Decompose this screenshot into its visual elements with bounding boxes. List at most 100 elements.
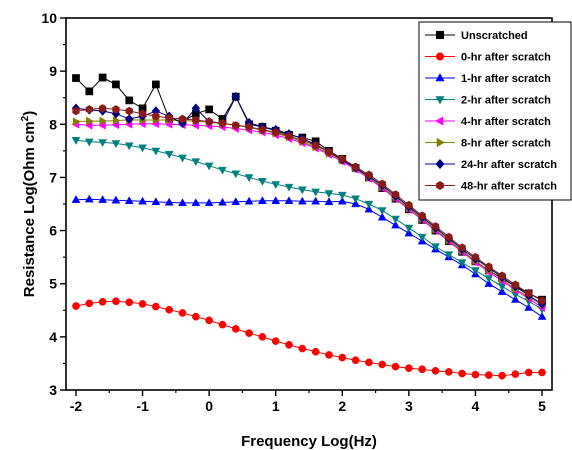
data-point [297, 186, 307, 195]
data-point [311, 196, 321, 205]
y-tick-label: 6 [49, 223, 57, 239]
y-tick-label: 5 [49, 276, 57, 292]
data-point [391, 220, 400, 229]
data-point [524, 302, 534, 311]
data-point [112, 297, 120, 306]
data-point [165, 113, 173, 123]
data-point [324, 197, 334, 206]
data-point [525, 289, 533, 298]
data-point [510, 294, 520, 303]
data-point [84, 138, 94, 147]
legend-entry: 0-hr after scratch [425, 52, 551, 64]
data-point [377, 207, 387, 216]
data-point [245, 122, 253, 132]
data-point [418, 365, 427, 374]
x-tick-label: -1 [136, 398, 149, 414]
data-point [98, 297, 107, 306]
x-tick-label: 4 [472, 398, 480, 414]
legend-box [418, 21, 572, 201]
data-point [377, 212, 387, 221]
data-point [417, 233, 427, 242]
data-point [72, 74, 80, 82]
legend-label: 0-hr after scratch [461, 52, 551, 64]
legend-items: Unscratched 0-hr after scratch 1-hr after … [425, 30, 557, 193]
data-point [244, 174, 254, 183]
legend: Unscratched 0-hr after scratch 1-hr after … [418, 21, 572, 201]
data-point [484, 275, 494, 284]
y-tick-label: 8 [49, 116, 57, 132]
data-point [471, 267, 480, 276]
data-point [244, 196, 254, 205]
data-point [231, 197, 241, 206]
data-point [231, 325, 240, 333]
data-point [351, 195, 361, 204]
data-point [298, 136, 307, 145]
data-point [391, 190, 400, 199]
data-point [311, 141, 320, 150]
data-point [191, 198, 201, 207]
data-point [125, 298, 134, 307]
data-point [124, 142, 134, 151]
tick-layer: -2 -1 0 1 2 3 4 5 3 4 5 6 7 8 9 10 [41, 10, 546, 414]
data-point [204, 162, 214, 171]
data-point [271, 337, 280, 345]
data-point [178, 154, 187, 163]
data-point [485, 262, 493, 271]
data-point [365, 358, 373, 367]
legend-marker [436, 137, 445, 148]
data-point [71, 137, 81, 145]
x-tick-label: -2 [70, 398, 83, 414]
data-point [84, 194, 94, 203]
data-point [151, 147, 161, 156]
y-tick-label: 10 [41, 10, 57, 26]
legend-entry: 1-hr after scratch [425, 73, 551, 85]
data-point [85, 105, 93, 114]
data-point [111, 195, 121, 204]
data-point [497, 286, 507, 295]
data-point [284, 183, 294, 192]
legend-label: 2-hr after scratch [461, 95, 551, 107]
data-point [257, 178, 267, 186]
x-tick-label: 1 [272, 398, 280, 414]
legend-marker [435, 158, 445, 170]
data-point [351, 162, 360, 172]
data-point [152, 302, 160, 311]
data-point [311, 188, 321, 197]
data-point [484, 371, 493, 379]
data-point [218, 166, 227, 175]
data-point [192, 115, 200, 125]
data-point [98, 139, 108, 148]
data-point [538, 368, 546, 377]
data-point [272, 128, 280, 137]
data-point [457, 259, 467, 268]
data-point [378, 179, 386, 189]
data-point [498, 371, 506, 380]
data-point [351, 356, 360, 365]
data-point [284, 196, 294, 204]
data-point [112, 105, 120, 114]
data-point [151, 197, 161, 206]
data-point [431, 222, 440, 231]
data-point [205, 117, 213, 126]
data-point [484, 279, 494, 287]
series-layer [71, 73, 547, 380]
data-point [538, 296, 546, 305]
data-point [258, 333, 267, 341]
legend-entry: 48-hr after scratch [425, 181, 557, 193]
data-point [191, 103, 201, 114]
data-point [537, 311, 547, 320]
data-point [152, 112, 160, 121]
data-point [218, 320, 227, 329]
data-point [324, 190, 334, 199]
data-point [232, 121, 240, 130]
y-axis-title-main: Resistance Log(Ohm cm [21, 121, 38, 297]
data-point [125, 96, 134, 105]
x-tick-label: 5 [538, 398, 546, 414]
legend-marker [435, 52, 445, 61]
data-point [164, 150, 174, 159]
data-point [258, 125, 267, 134]
data-point [72, 117, 81, 127]
data-point [338, 353, 347, 362]
data-point [124, 114, 134, 124]
